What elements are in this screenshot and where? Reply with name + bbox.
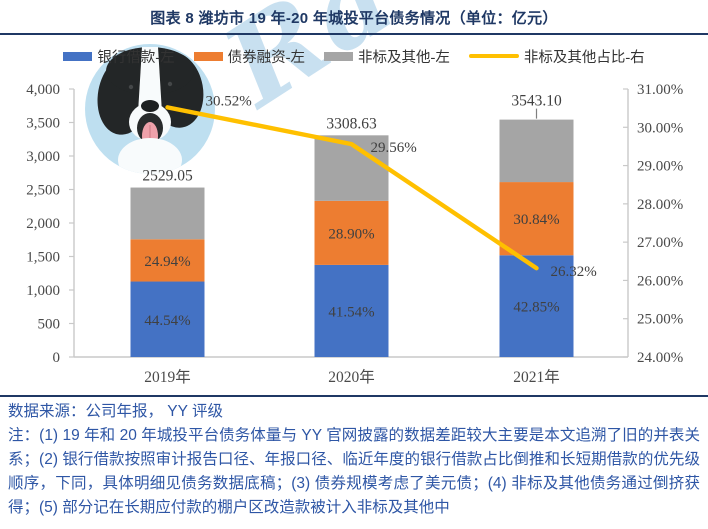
footnote-text: 注：(1) 19 年和 20 年城投平台债务体量与 YY 官网披露的数据差距较大… <box>8 427 700 516</box>
right-axis-tick-label: 30.00% <box>637 120 683 136</box>
segment-share-label: 30.84% <box>513 212 559 228</box>
bar-segment <box>130 239 205 282</box>
segment-share-label: 41.54% <box>328 304 374 320</box>
legend-swatch-bond-financing <box>193 51 223 61</box>
bar-total-label: 3543.10 <box>511 93 562 110</box>
segment-share-label: 24.94% <box>144 254 190 270</box>
chart-title: 图表 8 潍坊市 19 年-20 年城投平台债务情况（单位：亿元） <box>150 10 558 27</box>
bar-segment <box>314 200 389 265</box>
left-axis-tick-label: 500 <box>38 317 61 333</box>
bar-segment <box>499 182 574 256</box>
left-axis-tick-label: 1,000 <box>26 283 60 299</box>
chart-legend: 银行借款-左 债券融资-左 非标及其他-左 非标及其他占比-右 <box>0 46 708 67</box>
x-axis-category-label: 2019年 <box>144 368 191 386</box>
left-axis-tick-label: 2,500 <box>26 183 60 199</box>
legend-item-bond-financing: 债券融资-左 <box>193 46 306 67</box>
bar-segment <box>130 281 205 357</box>
left-axis-tick-label: 4,000 <box>26 82 60 98</box>
segment-share-label: 44.54% <box>144 313 190 329</box>
left-axis-tick-label: 3,000 <box>26 149 60 165</box>
bar-segment <box>314 264 389 357</box>
legend-label-bond-financing: 债券融资-左 <box>227 49 306 66</box>
ratio-line-label: 30.52% <box>206 93 252 109</box>
left-axis-tick-label: 2,000 <box>26 216 60 232</box>
right-axis-tick-label: 27.00% <box>637 235 683 251</box>
watermark-dog-face <box>97 47 204 174</box>
ratio-line <box>165 105 539 271</box>
x-axis-category-label: 2020年 <box>328 368 375 386</box>
data-source-text: 数据来源：公司年报， YY 评级 <box>8 403 224 420</box>
left-axis-tick-label: 3,500 <box>26 116 60 132</box>
bar-segment <box>499 119 574 183</box>
legend-swatch-nonstandard-ratio <box>468 53 519 59</box>
left-axis-tick-label: 1,500 <box>26 250 60 266</box>
right-axis-tick-label: 26.00% <box>637 273 683 289</box>
bar-total-label: 2529.05 <box>142 168 193 185</box>
footer-divider-line <box>0 395 708 397</box>
bar-segment <box>130 187 205 240</box>
bar-segment <box>499 255 574 357</box>
right-axis-tick-label: 29.00% <box>637 159 683 175</box>
right-axis-tick-label: 24.00% <box>637 350 683 366</box>
stacked-bar-line-chart: 4,000 3,500 3,000 2,500 2,000 1,500 1,000 500 0 3… <box>26 82 683 386</box>
legend-item-bank-loans: 银行借款-左 <box>63 46 175 67</box>
ratio-line-label: 29.56% <box>371 140 417 156</box>
right-axis-tick-label: 28.00% <box>637 197 683 213</box>
legend-label-nonstandard-ratio: 非标及其他占比-右 <box>523 49 645 66</box>
watermark-dog-logo <box>85 44 215 174</box>
x-axis-category-label: 2021年 <box>513 368 560 386</box>
right-axis-tick-label: 31.00% <box>637 82 683 98</box>
legend-swatch-nonstandard <box>324 51 354 61</box>
title-divider-line <box>0 33 708 35</box>
legend-item-nonstandard: 非标及其他-左 <box>324 46 450 67</box>
ratio-line-label: 26.32% <box>551 264 597 280</box>
right-axis-tick-label: 25.00% <box>637 312 683 328</box>
legend-label-nonstandard: 非标及其他-左 <box>358 49 450 66</box>
legend-label-bank-loans: 银行借款-左 <box>97 49 175 66</box>
segment-share-label: 28.90% <box>328 226 374 242</box>
legend-swatch-bank-loans <box>63 51 93 61</box>
legend-item-nonstandard-ratio: 非标及其他占比-右 <box>468 46 645 67</box>
bar-total-label: 3308.63 <box>326 115 377 132</box>
segment-share-label: 42.85% <box>513 300 559 316</box>
left-axis-tick-label: 0 <box>53 350 61 366</box>
